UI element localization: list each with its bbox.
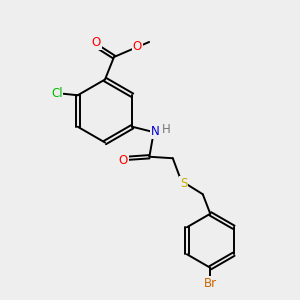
Text: N: N — [151, 125, 160, 138]
Text: S: S — [180, 177, 187, 190]
Text: Br: Br — [204, 277, 217, 290]
Text: H: H — [162, 123, 171, 136]
Text: O: O — [133, 40, 142, 53]
Text: Cl: Cl — [51, 87, 62, 100]
Text: O: O — [119, 154, 128, 167]
Text: O: O — [92, 36, 100, 50]
